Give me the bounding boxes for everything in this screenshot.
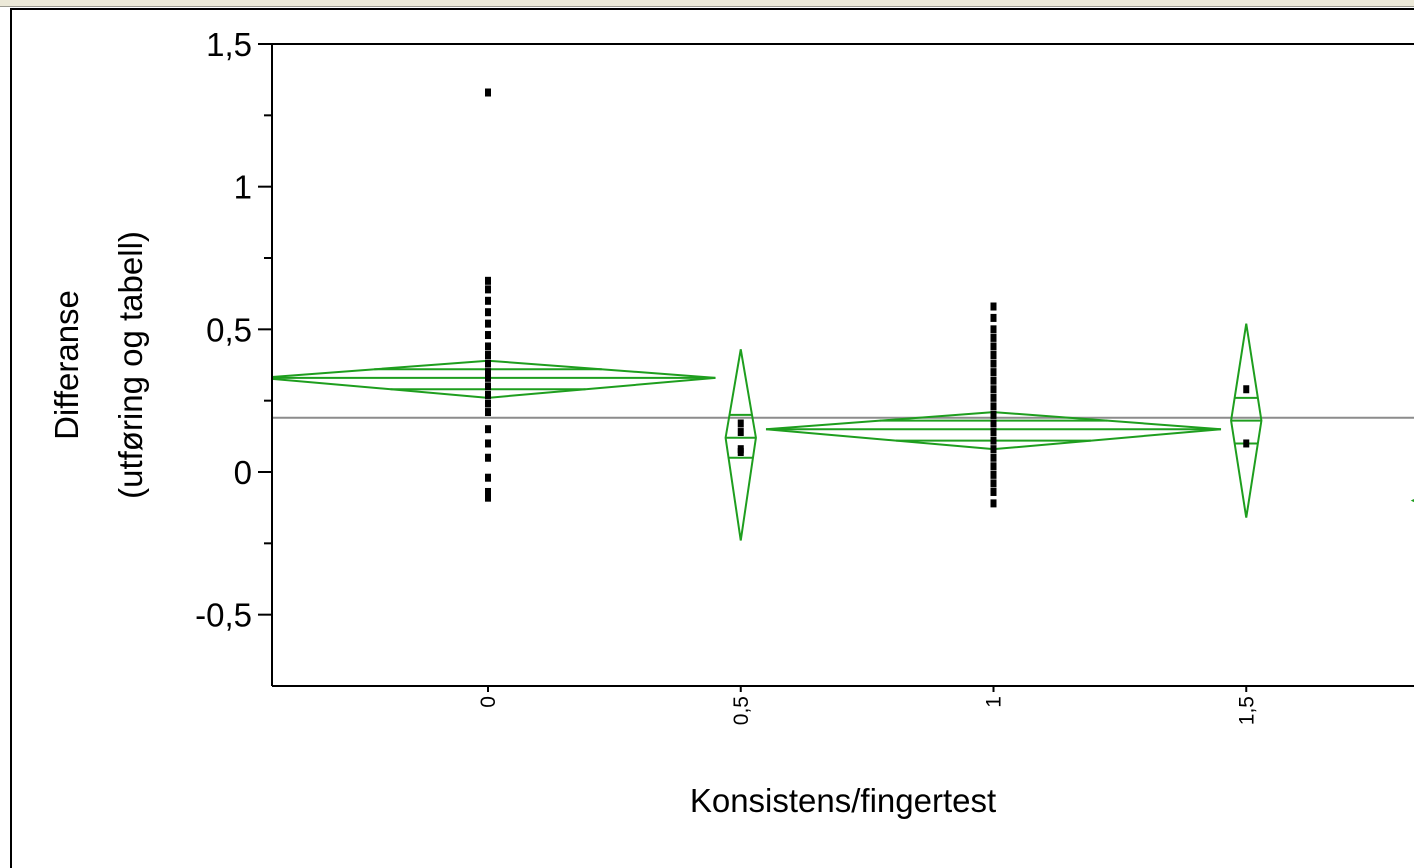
data-point (485, 453, 491, 462)
data-point (485, 308, 491, 317)
data-point (990, 410, 997, 419)
data-point (990, 419, 997, 428)
data-point (990, 351, 997, 360)
data-point (1243, 385, 1250, 394)
x-tick-label: 0,5 (730, 696, 753, 725)
data-point (990, 499, 997, 508)
y-axis-ticks: 1,5 1 0,5 0 -0,5 (195, 26, 272, 634)
oneway-anova-chart: 1,510,50-0,5 00,511,52 Differanse (utfør… (48, 26, 1414, 819)
plot-frame (10, 8, 1414, 868)
data-point (990, 436, 997, 445)
plot-content (272, 88, 1414, 541)
data-point (485, 493, 491, 502)
data-point (990, 402, 997, 411)
data-point (485, 319, 491, 328)
data-point (485, 331, 491, 340)
data-point (485, 359, 491, 368)
x-tick-label: 0 (477, 696, 500, 708)
data-point (990, 376, 997, 385)
y-tick-label: 0,5 (206, 311, 252, 348)
data-point (990, 393, 997, 402)
data-point (485, 408, 491, 417)
data-point (485, 88, 491, 97)
data-point (485, 296, 491, 305)
data-point (485, 390, 491, 399)
data-point (990, 487, 997, 496)
x-tick-label: 1,5 (1235, 696, 1258, 725)
y-tick-label: 1 (234, 169, 252, 206)
data-point (485, 399, 491, 408)
data-point (990, 325, 997, 334)
data-point (990, 342, 997, 351)
data-point (485, 487, 491, 496)
data-point (485, 473, 491, 482)
data-point (485, 351, 491, 360)
y-tick-label: -0,5 (195, 597, 252, 634)
data-point (990, 445, 997, 454)
data-point (485, 373, 491, 382)
data-point (990, 462, 997, 471)
mean-diamond (724, 349, 757, 541)
data-point (990, 479, 997, 488)
data-point (990, 302, 997, 311)
data-point (990, 385, 997, 394)
data-point (990, 313, 997, 322)
data-point (990, 453, 997, 462)
data-point (485, 285, 491, 294)
y-axis-title-line-2: (utføring og tabell) (112, 231, 149, 499)
data-point (485, 382, 491, 391)
data-point (737, 448, 744, 457)
x-tick-label: 1 (983, 696, 1006, 708)
data-point (737, 419, 744, 428)
x-axis-ticks: 00,511,52 (477, 686, 1258, 725)
window-top-edge (0, 0, 1414, 7)
data-point (990, 359, 997, 368)
data-point (990, 333, 997, 342)
data-point (485, 276, 491, 285)
data-point (990, 470, 997, 479)
data-point (485, 368, 491, 377)
data-point (485, 342, 491, 351)
x-axis-title: Konsistens/fingertest (690, 782, 996, 819)
y-tick-label: 1,5 (206, 26, 252, 63)
data-point (990, 428, 997, 437)
data-point (990, 368, 997, 377)
data-point (485, 439, 491, 448)
data-point (485, 425, 491, 434)
y-axis-title-line-1: Differanse (48, 290, 85, 440)
data-point (1243, 439, 1250, 448)
y-tick-label: 0 (234, 454, 252, 491)
data-point (737, 428, 744, 437)
